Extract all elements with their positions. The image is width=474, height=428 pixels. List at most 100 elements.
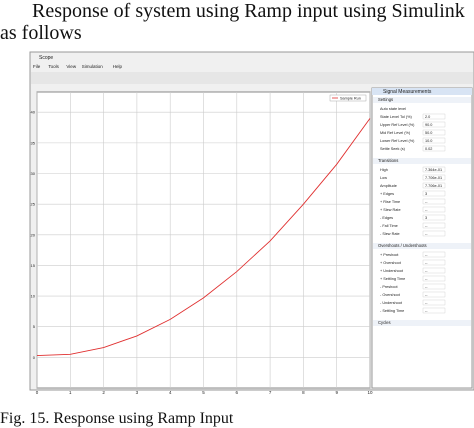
panel-header (372, 88, 472, 95)
measure-label: Upper Ref Level (%) (380, 123, 415, 127)
measure-label: - Undershoot (380, 301, 403, 305)
measure-value: -- (425, 208, 428, 212)
measure-field (422, 206, 446, 213)
measure-field (422, 198, 446, 205)
y-tick-label: 35 (31, 140, 36, 145)
measure-field (422, 190, 446, 197)
measure-label: Mid Ref Level (%) (380, 131, 411, 135)
toolbar (31, 72, 473, 84)
measurement-panel (371, 87, 473, 389)
measure-field (422, 267, 446, 274)
y-tick-label: 25 (31, 202, 36, 207)
measure-value: 50.0 (425, 131, 432, 135)
section-header (373, 320, 471, 326)
measure-value: -- (425, 200, 428, 204)
measure-field (422, 299, 446, 306)
measure-field (422, 214, 446, 221)
measure-label: Settle Seek (s) (380, 147, 406, 151)
measure-field (422, 166, 446, 173)
measure-value: 10.0 (425, 139, 432, 143)
measure-label: Auto state level (380, 107, 406, 111)
measure-value: 7.364e-01 (425, 168, 442, 172)
section-title: Cycles (378, 320, 391, 325)
measure-field (422, 259, 446, 266)
section-header (373, 158, 471, 164)
x-tick-label: 6 (236, 390, 239, 395)
measure-label: - Slew Rate (380, 232, 400, 236)
measure-label: Low (380, 176, 387, 180)
measure-value: -- (425, 261, 428, 265)
measure-field (422, 230, 446, 237)
section-header (373, 243, 471, 249)
menu-item[interactable]: Tools (48, 64, 59, 69)
data-line (36, 118, 371, 356)
measure-label: + Settling Time (380, 277, 405, 281)
measure-field (422, 222, 446, 229)
measure-value: -- (425, 269, 428, 273)
caption: Fig. 15. Response using Ramp Input (0, 410, 234, 427)
x-tick-label: 1 (69, 390, 72, 395)
y-tick-label: 0 (33, 355, 36, 360)
measure-label: Amplitude (380, 184, 397, 188)
menu-item[interactable]: Help (113, 64, 123, 69)
measure-label: + Edges (380, 192, 394, 196)
measure-field (422, 307, 446, 314)
heading: Response of system using Ramp input usin… (32, 0, 465, 22)
measure-value: 3 (425, 216, 427, 220)
measure-field (422, 275, 446, 282)
measure-field (422, 174, 446, 181)
legend-box (329, 94, 367, 102)
section-title: Overshoots / Undershoots (378, 243, 427, 248)
measure-field (422, 129, 446, 136)
measure-value: -- (425, 232, 428, 236)
y-tick-label: 30 (31, 171, 36, 176)
menu-item[interactable]: File (33, 64, 41, 69)
measure-label: Lower Ref Level (%) (380, 139, 415, 143)
section-title: Settings (378, 97, 393, 102)
measure-field (422, 137, 446, 144)
heading-continuation: as follows (0, 22, 82, 44)
measure-label: - Edges (380, 216, 393, 220)
x-tick-label: 3 (136, 390, 139, 395)
measure-label: - Overshoot (380, 293, 401, 297)
measure-field (422, 291, 446, 298)
x-tick-label: 9 (335, 390, 338, 395)
measure-value: 3 (425, 192, 427, 196)
measure-field (422, 182, 446, 189)
measure-label: - Fall Time (380, 224, 398, 228)
y-tick-label: 15 (31, 263, 36, 268)
measure-value: -- (425, 277, 428, 281)
measure-field (422, 251, 446, 258)
x-tick-label: 0 (36, 390, 39, 395)
measure-value: -- (425, 309, 428, 313)
menu-item[interactable]: View (66, 64, 76, 69)
measure-value: -- (425, 285, 428, 289)
measure-label: High (380, 168, 388, 172)
measure-field (422, 113, 446, 120)
measure-label: + Overshoot (380, 261, 402, 265)
x-tick-label: 5 (202, 390, 205, 395)
measure-value: 0.02 (425, 147, 432, 151)
y-tick-label: 10 (31, 294, 36, 299)
window-title: Scope (39, 55, 53, 61)
measure-value: -- (425, 253, 428, 257)
measure-field (422, 121, 446, 128)
measure-label: - Preshoot (380, 285, 398, 289)
measure-label: + Rise Time (380, 200, 400, 204)
x-tick-label: 8 (302, 390, 305, 395)
menu-item[interactable]: Simulation (82, 64, 104, 69)
measure-value: 90.0 (425, 123, 432, 127)
section-title: Transitions (378, 158, 398, 163)
measure-value: -- (425, 224, 428, 228)
x-tick-label: 7 (269, 390, 272, 395)
measure-field (422, 145, 446, 152)
panel-title: Signal Measurements (383, 89, 432, 95)
measure-value: 2.0 (425, 115, 430, 119)
measure-label: + Preshoot (380, 253, 399, 257)
measure-value: -- (425, 301, 428, 305)
y-tick-label: 5 (33, 324, 36, 329)
legend-label: Sample Run (340, 97, 361, 101)
measure-field (422, 283, 446, 290)
x-tick-label: 2 (102, 390, 105, 395)
